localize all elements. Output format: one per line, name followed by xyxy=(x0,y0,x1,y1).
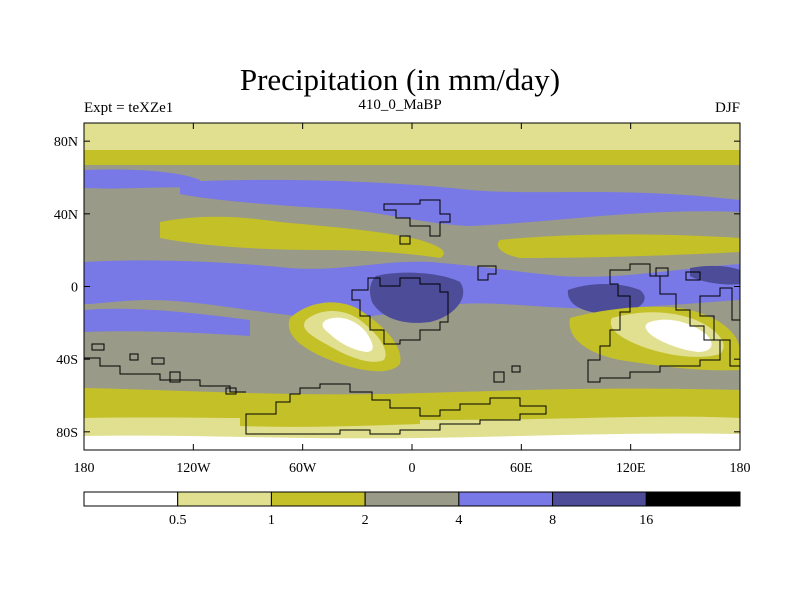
outline-west-islands xyxy=(84,357,246,393)
outline-islet-10 xyxy=(655,267,669,277)
band-midnorth-olive xyxy=(160,216,444,258)
belt-dark-blue-pacific xyxy=(567,284,645,314)
lon-tick-label: 60E xyxy=(510,461,533,476)
land-outlines xyxy=(84,199,740,435)
outline-east-continent xyxy=(587,263,721,383)
outline-north-continent xyxy=(383,199,451,237)
outline-gondwana-south xyxy=(245,383,547,435)
lon-tick-label: 120E xyxy=(616,461,646,476)
colorbar-label: 0.5 xyxy=(169,513,187,528)
map-title: Precipitation (in mm/day) xyxy=(239,62,561,97)
outline-islet-11 xyxy=(685,271,701,281)
band-north-blue xyxy=(180,179,740,226)
colorbar-label: 8 xyxy=(549,513,556,528)
outline-gondwana-west xyxy=(351,277,449,345)
core-sw-white xyxy=(322,317,373,352)
lat-tick-label: 40S xyxy=(56,353,78,368)
latitude-axis: 80N 40N 0 40S 80S xyxy=(54,135,740,441)
colorbar-swatch xyxy=(270,491,366,507)
colorbar-label: 1 xyxy=(268,513,275,528)
outline-islet-4 xyxy=(151,357,165,365)
contour-field xyxy=(84,123,740,450)
colorbar-swatch xyxy=(458,491,554,507)
colorbar-label: 2 xyxy=(362,513,369,528)
core-se-white xyxy=(645,319,712,352)
band-midnorth-olive-2 xyxy=(497,234,740,258)
experiment-label: Expt = teXZe1 xyxy=(84,100,174,116)
lat-tick-label: 80S xyxy=(56,426,78,441)
lon-tick-label: 180 xyxy=(730,461,751,476)
outline-islet-1 xyxy=(399,235,411,245)
colorbar-swatch xyxy=(364,491,460,507)
band-north-olive xyxy=(84,150,740,166)
belt-south-blue xyxy=(84,308,250,336)
lon-tick-label: 120W xyxy=(176,461,211,476)
season-label: DJF xyxy=(714,100,740,116)
colorbar-swatch xyxy=(645,491,741,507)
colorbar: 0.5 1 2 4 8 16 xyxy=(83,491,741,528)
lon-tick-label: 180 xyxy=(74,461,95,476)
time-label: 410_0_MaBP xyxy=(358,97,442,113)
lon-tick-label: 60W xyxy=(289,461,317,476)
outline-islet-2 xyxy=(477,265,497,281)
outline-islet-6 xyxy=(493,371,505,383)
lat-tick-label: 0 xyxy=(71,281,78,296)
band-south-white xyxy=(84,433,740,450)
belt-dark-blue-west xyxy=(690,265,740,285)
outline-islet-3 xyxy=(129,353,139,361)
band-south-olive-inner xyxy=(240,399,420,427)
colorbar-label: 16 xyxy=(639,513,653,528)
lat-tick-label: 80N xyxy=(54,135,78,150)
outline-islet-7 xyxy=(511,365,521,373)
outline-far-east xyxy=(699,287,740,367)
longitude-axis: 180 120W 60W 0 60E 120E 180 xyxy=(74,123,751,476)
outline-islet-9 xyxy=(225,387,237,395)
lat-tick-label: 40N xyxy=(54,208,78,223)
outline-islet-5 xyxy=(169,371,181,383)
band-north-blue-2 xyxy=(84,169,200,189)
colorbar-label: 4 xyxy=(455,513,462,528)
colorbar-swatch xyxy=(83,491,179,507)
colorbar-swatch xyxy=(552,491,647,507)
lon-tick-label: 0 xyxy=(409,461,416,476)
outline-islet-8 xyxy=(91,343,105,351)
colorbar-swatch xyxy=(177,491,272,507)
